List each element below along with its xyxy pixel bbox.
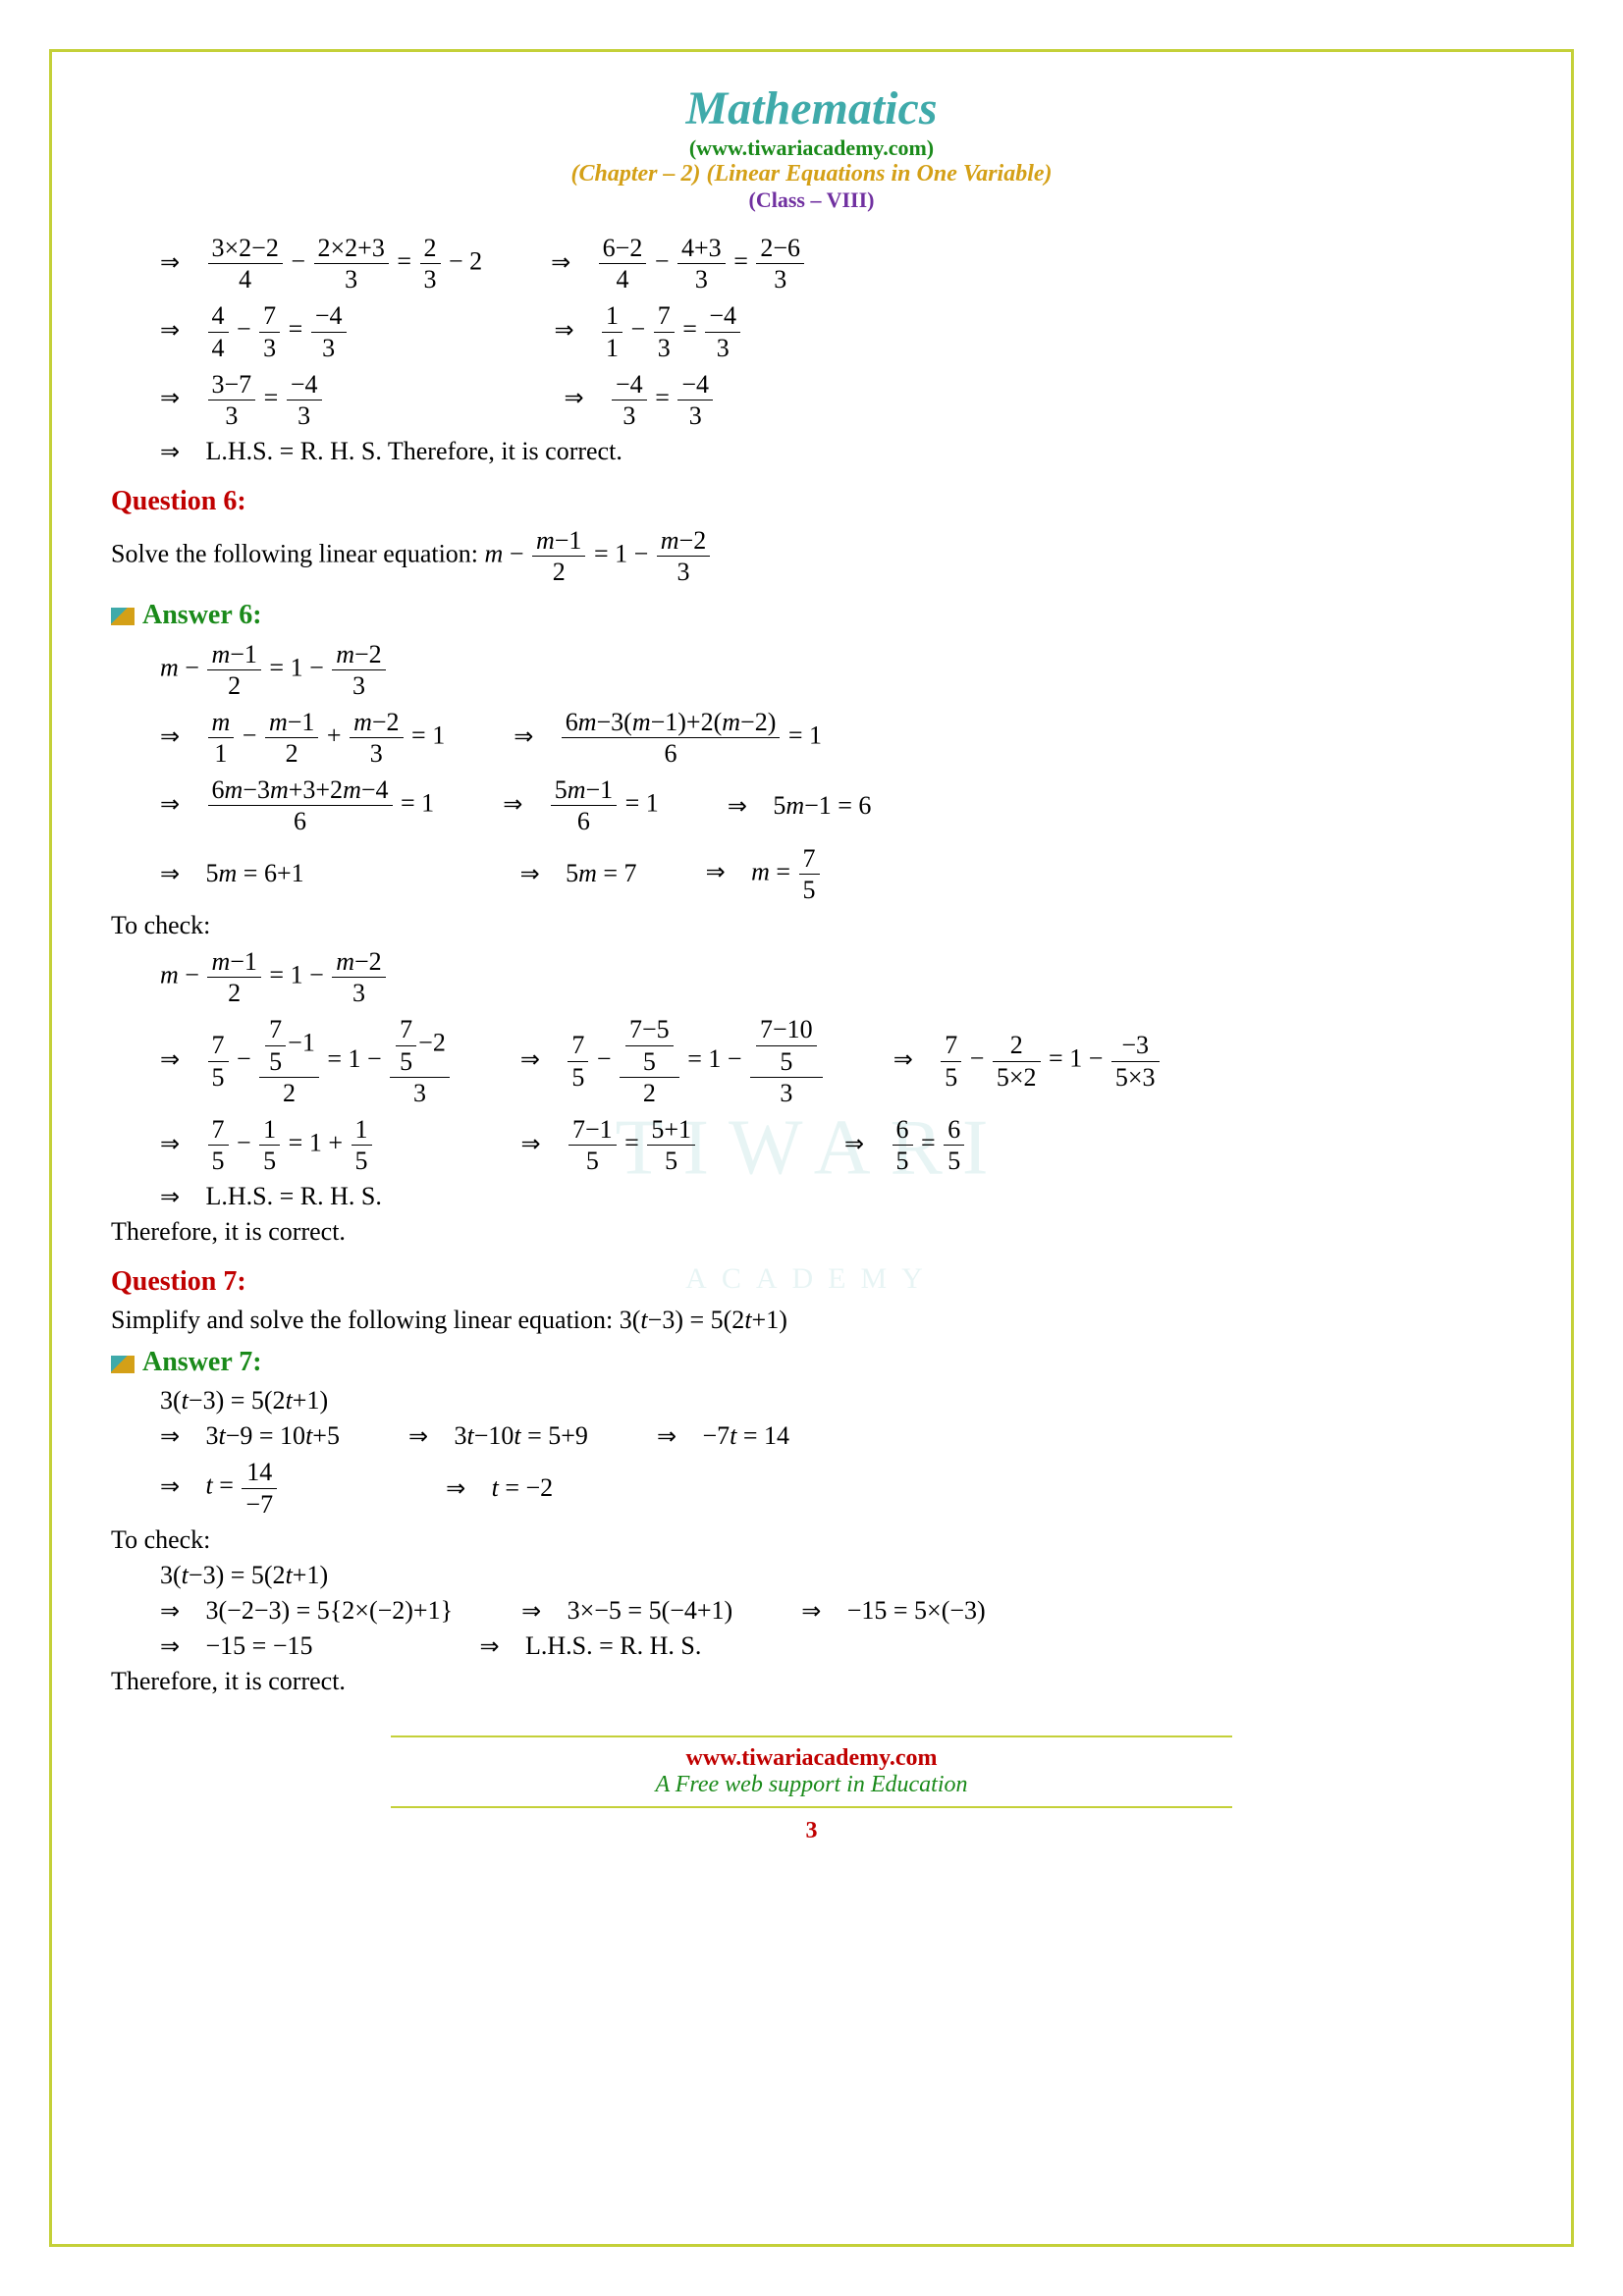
q7-therefore: Therefore, it is correct. xyxy=(111,1667,1512,1696)
q6-check: m − m−12 = 1 − m−23 ⇒ 75 − 75−12 = 1 − 7… xyxy=(160,946,1512,1211)
page-number: 3 xyxy=(111,1818,1512,1844)
q6-text: Solve the following linear equation: m −… xyxy=(111,525,1512,587)
q7-check-label: To check: xyxy=(111,1525,1512,1555)
footer-divider-2 xyxy=(391,1806,1231,1808)
q7-heading: Question 7: xyxy=(111,1266,1512,1298)
q7-check: 3(t−3) = 5(2t+1) ⇒ 3(−2−3) = 5{2×(−2)+1}… xyxy=(160,1561,1512,1661)
q6-heading: Question 6: xyxy=(111,486,1512,517)
top-conclusion: L.H.S. = R. H. S. Therefore, it is corre… xyxy=(206,437,622,465)
footer: www.tiwariacademy.com A Free web support… xyxy=(111,1735,1512,1844)
q6-solution: m − m−12 = 1 − m−23 ⇒ m1 − m−12 + m−23 =… xyxy=(160,639,1512,906)
q6-therefore: Therefore, it is correct. xyxy=(111,1217,1512,1247)
chapter-label: (Chapter – 2) (Linear Equations in One V… xyxy=(111,161,1512,187)
page-title: Mathematics xyxy=(111,81,1512,135)
page-container: TIWARI ACADEMY Mathematics (www.tiwariac… xyxy=(49,49,1574,2247)
header-website: (www.tiwariacademy.com) xyxy=(111,135,1512,161)
class-label: (Class – VIII) xyxy=(111,187,1512,213)
footer-website: www.tiwariacademy.com xyxy=(111,1745,1512,1772)
q7-text: Simplify and solve the following linear … xyxy=(111,1306,1512,1335)
header: Mathematics (www.tiwariacademy.com) (Cha… xyxy=(111,81,1512,213)
q6-check-label: To check: xyxy=(111,911,1512,940)
footer-tagline: A Free web support in Education xyxy=(111,1772,1512,1798)
footer-divider xyxy=(391,1735,1231,1737)
q7-answer-heading: Answer 7: xyxy=(111,1347,1512,1378)
q6-answer-heading: Answer 6: xyxy=(111,600,1512,631)
top-section: ⇒ 3×2−24 − 2×2+33 = 23 − 2 ⇒ 6−24 − 4+33… xyxy=(160,233,1512,466)
q7-solution: 3(t−3) = 5(2t+1) ⇒ 3t−9 = 10t+5 ⇒ 3t−10t… xyxy=(160,1386,1512,1519)
